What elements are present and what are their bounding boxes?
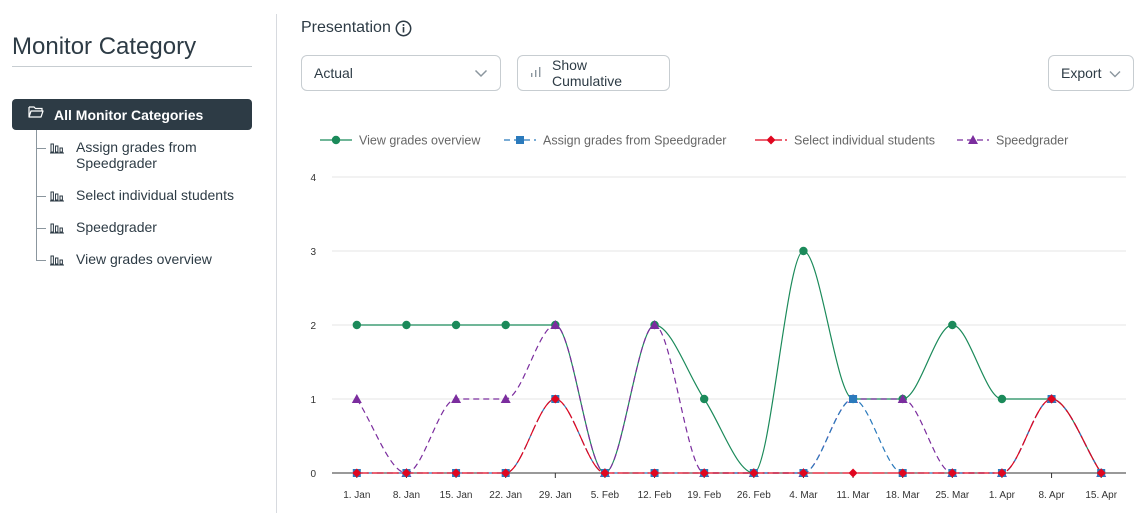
chevron-down-icon bbox=[1109, 65, 1121, 81]
data-point bbox=[898, 468, 908, 478]
x-tick-label: 15. Jan bbox=[440, 490, 473, 501]
sidebar: Monitor Category All Monitor Categories … bbox=[0, 0, 276, 513]
sidebar-title-rule bbox=[12, 66, 252, 67]
x-tick-label: 12. Feb bbox=[638, 490, 672, 501]
data-point bbox=[897, 394, 908, 403]
show-cumulative-label: Show Cumulative bbox=[552, 57, 623, 89]
series-line bbox=[356, 398, 1102, 474]
tree-item-label: Assign grades from Speedgrader bbox=[76, 139, 197, 171]
bar-chart-icon bbox=[50, 221, 64, 239]
x-tick-label: 1. Jan bbox=[343, 490, 370, 501]
x-tick-label: 19. Feb bbox=[687, 490, 721, 501]
bar-chart-icon bbox=[50, 141, 64, 159]
y-tick-label: 2 bbox=[310, 321, 316, 332]
presentation-select-value: Actual bbox=[314, 65, 353, 81]
bar-chart-icon bbox=[50, 253, 64, 271]
tree-item-assign-grades[interactable]: Assign grades from Speedgrader bbox=[36, 139, 236, 171]
legend-label: Select individual students bbox=[794, 134, 935, 148]
presentation-title: Presentation bbox=[301, 19, 391, 36]
y-tick-label: 3 bbox=[310, 247, 316, 258]
data-point bbox=[401, 468, 411, 478]
x-tick-label: 1. Apr bbox=[989, 490, 1016, 501]
export-label: Export bbox=[1061, 65, 1102, 81]
data-point bbox=[699, 468, 709, 478]
tree-item-label: All Monitor Categories bbox=[54, 106, 204, 123]
data-point bbox=[451, 468, 461, 478]
data-point bbox=[351, 394, 362, 403]
data-point bbox=[451, 320, 461, 330]
data-point bbox=[699, 394, 709, 404]
show-cumulative-button[interactable]: Show Cumulative bbox=[517, 55, 670, 91]
data-point bbox=[997, 394, 1007, 404]
data-point bbox=[649, 320, 660, 329]
export-button[interactable]: Export bbox=[1048, 55, 1134, 91]
data-point bbox=[948, 320, 957, 330]
tree-item-select-individual-students[interactable]: Select individual students bbox=[36, 187, 256, 207]
series-line bbox=[356, 250, 1102, 474]
legend-marker bbox=[331, 135, 341, 145]
sidebar-title: Monitor Category bbox=[12, 33, 197, 60]
data-point bbox=[997, 468, 1007, 478]
data-point bbox=[550, 394, 560, 404]
x-tick-label: 5. Feb bbox=[591, 490, 620, 501]
x-tick-label: 22. Jan bbox=[489, 490, 522, 501]
data-point bbox=[501, 468, 511, 478]
data-point bbox=[451, 394, 462, 403]
legend-marker bbox=[968, 135, 978, 144]
legend-label: View grades overview bbox=[359, 134, 481, 148]
tree-item-label: Select individual students bbox=[76, 187, 234, 203]
x-tick-label: 25. Mar bbox=[935, 490, 970, 501]
x-tick-label: 8. Apr bbox=[1038, 490, 1065, 501]
data-point bbox=[1047, 394, 1057, 404]
data-point bbox=[550, 320, 561, 329]
data-point bbox=[848, 468, 858, 478]
legend-label: Speedgrader bbox=[996, 134, 1068, 148]
data-point bbox=[947, 468, 957, 478]
tree-item-label: Speedgrader bbox=[76, 219, 157, 235]
data-point bbox=[798, 468, 808, 478]
data-point bbox=[352, 468, 362, 478]
x-tick-label: 29. Jan bbox=[539, 490, 572, 501]
chevron-down-icon bbox=[474, 65, 488, 81]
presentation-select[interactable]: Actual bbox=[301, 55, 501, 91]
info-icon[interactable] bbox=[395, 20, 412, 42]
x-tick-label: 4. Mar bbox=[789, 490, 818, 501]
tree-connector bbox=[36, 130, 37, 260]
y-tick-label: 4 bbox=[310, 173, 316, 184]
series-line bbox=[356, 398, 1102, 474]
tree-item-speedgrader[interactable]: Speedgrader bbox=[36, 219, 236, 239]
data-point bbox=[799, 246, 808, 256]
bar-chart-icon bbox=[50, 189, 64, 207]
x-tick-label: 26. Feb bbox=[737, 490, 771, 501]
x-tick-label: 18. Mar bbox=[886, 490, 921, 501]
data-point bbox=[749, 468, 759, 478]
data-point bbox=[402, 320, 411, 330]
tree-item-view-grades-overview[interactable]: View grades overview bbox=[36, 251, 236, 271]
y-tick-label: 0 bbox=[310, 469, 316, 480]
data-point bbox=[501, 320, 510, 330]
data-point bbox=[849, 395, 858, 403]
tree-item-all-monitor-categories[interactable]: All Monitor Categories bbox=[12, 99, 252, 130]
data-point bbox=[500, 394, 511, 403]
x-tick-label: 11. Mar bbox=[836, 490, 870, 501]
tree-item-label: View grades overview bbox=[76, 251, 212, 267]
x-tick-label: 15. Apr bbox=[1085, 490, 1117, 501]
legend-marker bbox=[516, 136, 524, 144]
panel-divider bbox=[276, 14, 277, 513]
line-chart: 0 1 2 3 4 1. Jan 8. Jan 15. Jan 22. Jan 29. Jan 5.… bbox=[310, 134, 1126, 501]
folder-open-icon bbox=[28, 105, 44, 124]
x-tick-label: 8. Jan bbox=[393, 490, 420, 501]
bar-chart-small-icon bbox=[530, 65, 542, 81]
data-point bbox=[1096, 468, 1106, 478]
legend-marker bbox=[766, 135, 776, 145]
data-point bbox=[600, 468, 610, 478]
data-point bbox=[352, 320, 362, 330]
legend-label: Assign grades from Speedgrader bbox=[543, 134, 726, 148]
y-tick-label: 1 bbox=[310, 395, 316, 406]
data-point bbox=[650, 468, 660, 478]
